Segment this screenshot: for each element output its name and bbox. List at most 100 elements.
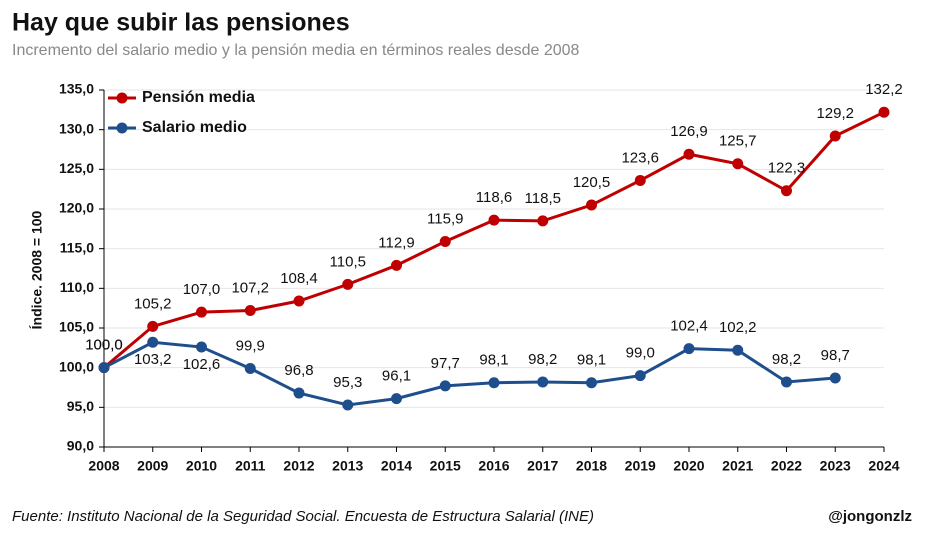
y-tick-label: 130,0	[59, 120, 94, 136]
value-label: 97,7	[431, 355, 460, 372]
value-label: 100,0	[85, 337, 123, 354]
value-label: 96,8	[284, 362, 313, 379]
point	[586, 377, 597, 389]
x-tick-label: 2014	[381, 458, 412, 474]
x-tick-label: 2017	[527, 458, 558, 474]
x-tick-label: 2012	[283, 458, 314, 474]
point	[98, 362, 110, 374]
value-label: 115,9	[427, 210, 463, 227]
value-label: 102,4	[670, 318, 708, 335]
point	[878, 106, 890, 118]
value-label: 122,3	[768, 160, 806, 177]
point	[634, 174, 646, 186]
x-tick-label: 2010	[186, 458, 217, 474]
x-tick-label: 2021	[722, 458, 753, 474]
credit: @jongonzlz	[828, 508, 912, 525]
point	[488, 214, 500, 226]
point	[439, 380, 451, 392]
legend-label: Salario medio	[142, 119, 247, 136]
line	[103, 110, 885, 369]
point	[244, 305, 256, 317]
y-tick-label: 110,0	[60, 279, 94, 295]
point	[293, 387, 305, 399]
x-tick-label: 2020	[673, 458, 704, 474]
point	[244, 362, 256, 374]
point	[829, 130, 841, 142]
value-label: 112,9	[378, 234, 414, 251]
line	[103, 340, 836, 407]
point	[147, 320, 159, 332]
x-tick-label: 2013	[332, 458, 363, 474]
x-tick-label: 2015	[430, 458, 461, 474]
value-label: 110,5	[330, 253, 366, 270]
legend-marker	[116, 92, 128, 104]
value-label: 107,2	[231, 280, 269, 297]
value-label: 98,7	[821, 347, 850, 364]
point	[342, 399, 354, 411]
point	[732, 344, 744, 356]
value-label: 96,1	[382, 368, 411, 385]
x-tick-label: 2016	[478, 458, 509, 474]
x-tick-label: 2009	[137, 458, 168, 474]
value-label: 102,2	[719, 319, 757, 336]
value-label: 98,1	[577, 352, 606, 369]
y-tick-label: 115,0	[60, 239, 94, 255]
value-label: 99,9	[236, 337, 265, 354]
value-label: 98,2	[772, 351, 801, 368]
value-label: 99,0	[626, 345, 655, 362]
x-tick-label: 2018	[576, 458, 607, 474]
point	[391, 393, 402, 405]
x-tick-label: 2008	[88, 458, 119, 474]
value-label: 103,2	[134, 351, 172, 368]
value-label: 107,0	[183, 281, 221, 298]
value-label: 132,2	[865, 81, 903, 98]
value-label: 100,0	[85, 337, 123, 354]
y-tick-label: 120,0	[59, 200, 94, 216]
y-tick-label: 105,0	[59, 319, 94, 335]
point	[683, 148, 695, 160]
value-label: 98,1	[479, 352, 508, 369]
value-label: 126,9	[670, 123, 708, 140]
point	[586, 199, 597, 211]
value-label: 95,3	[333, 374, 362, 391]
value-label: 102,6	[183, 356, 221, 373]
point	[683, 343, 695, 355]
point	[488, 377, 500, 389]
value-label: 108,4	[280, 270, 318, 287]
point	[781, 185, 792, 197]
point	[293, 295, 305, 307]
point	[537, 376, 549, 388]
value-label: 123,6	[621, 149, 659, 166]
y-tick-label: 125,0	[59, 160, 94, 176]
value-label: 120,5	[573, 174, 611, 191]
y-tick-label: 90,0	[67, 438, 94, 454]
value-label: 98,2	[528, 351, 557, 368]
point	[829, 372, 841, 384]
y-axis-label: Índice. 2008 = 100	[29, 210, 45, 329]
x-tick-label: 2011	[235, 458, 266, 474]
y-tick-label: 95,0	[67, 398, 94, 414]
point	[147, 336, 159, 348]
point	[781, 376, 792, 388]
x-tick-label: 2019	[625, 458, 656, 474]
chart-subtitle: Incremento del salario medio y la pensió…	[12, 42, 580, 59]
value-label: 129,2	[816, 105, 854, 122]
y-tick-label: 100,0	[59, 358, 94, 374]
point	[196, 341, 207, 353]
y-tick-label: 135,0	[59, 81, 94, 97]
chart-title: Hay que subir las pensiones	[12, 9, 350, 37]
x-tick-label: 2024	[868, 458, 899, 474]
value-label: 118,6	[476, 189, 512, 206]
point	[537, 215, 549, 227]
value-label: 118,5	[525, 190, 561, 207]
point	[634, 370, 646, 382]
point	[439, 236, 451, 248]
value-label: 125,7	[719, 133, 757, 150]
x-tick-label: 2023	[820, 458, 851, 474]
point	[391, 259, 402, 271]
value-label: 105,2	[134, 295, 172, 312]
point	[342, 278, 354, 290]
point	[196, 306, 207, 318]
x-tick-label: 2022	[771, 458, 802, 474]
